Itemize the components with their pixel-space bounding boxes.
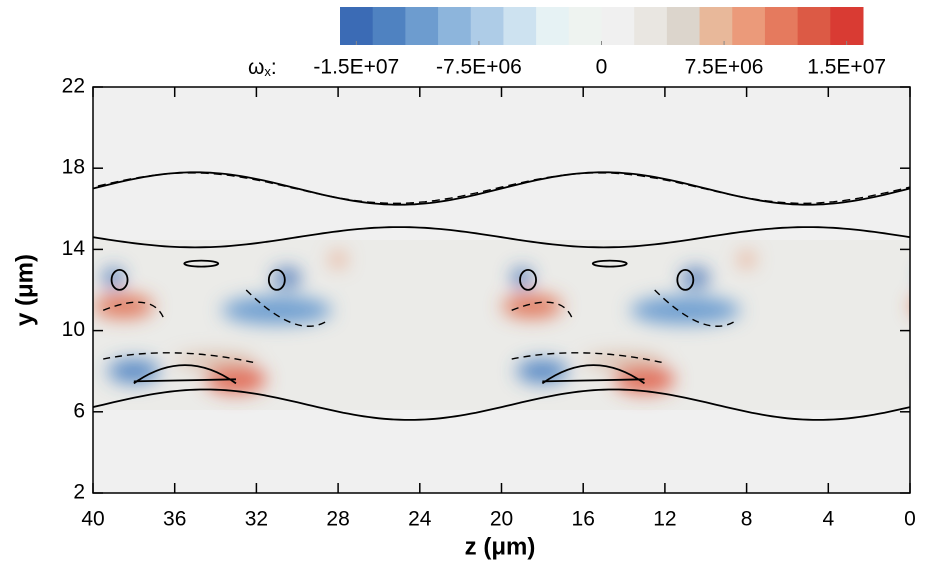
curve: [133, 378, 236, 383]
curve: [654, 289, 737, 327]
colorbar-swatch: [405, 7, 439, 45]
y-tick-label: 22: [62, 75, 85, 98]
colorbar-swatch: [666, 7, 701, 45]
field-blob: [107, 359, 160, 384]
field-blob: [273, 267, 302, 288]
curve: [103, 352, 257, 364]
colorbar-swatch: [634, 7, 668, 45]
field-blob: [330, 251, 347, 268]
x-tick-label: 32: [245, 508, 268, 531]
curve: [102, 301, 166, 321]
curve: [267, 268, 286, 291]
colorbar-tick-label: -7.5E+06: [436, 56, 522, 79]
curve: [93, 172, 910, 204]
colorbar-swatch: [568, 7, 602, 45]
curve: [511, 301, 574, 321]
field-blob: [516, 359, 569, 384]
field-blob: [925, 359, 930, 383]
field-blob: [630, 296, 741, 325]
curve: [541, 364, 645, 385]
field-blob: [738, 251, 755, 268]
field-blob: [221, 296, 332, 325]
x-tick-label: 28: [326, 508, 349, 531]
colorbar-colon: :: [271, 56, 277, 79]
field-blob: [920, 268, 930, 288]
x-tick-label: 40: [81, 508, 104, 531]
field-blob: [511, 267, 532, 288]
x-tick-label: 0: [904, 508, 916, 531]
colorbar-swatch: [470, 7, 504, 45]
y-tick-label: 10: [62, 318, 85, 341]
x-tick-label: 16: [572, 508, 595, 531]
colorbar-swatch: [340, 7, 374, 45]
colorbar-tick-label: -1.5E+07: [313, 56, 399, 79]
curve: [93, 171, 910, 206]
curve: [245, 289, 329, 327]
y-axis-label: y (μm): [11, 254, 38, 326]
field-blob: [681, 267, 710, 288]
colorbar-swatch: [830, 7, 864, 45]
colorbar-swatch: [699, 7, 733, 45]
y-tick-label: 6: [73, 399, 85, 422]
y-tick-label: 18: [62, 156, 85, 179]
x-tick-label: 12: [653, 508, 676, 531]
x-tick-label: 4: [822, 508, 834, 531]
colorbar-symbol: ω: [248, 56, 264, 79]
colorbar-tick-label: 7.5E+06: [685, 56, 764, 79]
colorbar-label: ωx:: [248, 56, 277, 80]
curve: [591, 259, 628, 268]
y-tick-label: 2: [73, 481, 85, 504]
colorbar-swatch: [372, 7, 406, 45]
colorbar-tick-label: 1.5E+07: [807, 56, 886, 79]
curve: [519, 268, 537, 291]
curve: [133, 364, 237, 385]
field-blob: [911, 294, 930, 318]
field-blob: [93, 294, 154, 319]
colorbar-swatch: [601, 7, 635, 45]
field-blob: [502, 294, 563, 319]
curve: [93, 226, 910, 249]
curve: [542, 378, 645, 383]
curve: [676, 268, 695, 291]
curve: [93, 388, 910, 421]
colorbar-swatch: [536, 7, 570, 45]
colorbar-tick-label: 0: [596, 56, 608, 79]
field-blob: [103, 267, 124, 288]
x-axis-label: z (μm): [465, 533, 536, 560]
x-tick-label: 36: [163, 508, 186, 531]
curve: [110, 268, 129, 291]
colorbar-swatch: [732, 7, 766, 45]
colorbar-swatch: [438, 7, 472, 45]
x-tick-label: 8: [741, 508, 753, 531]
y-tick-label: 14: [62, 237, 86, 260]
curve: [511, 352, 666, 364]
colorbar-swatch: [797, 7, 831, 45]
colorbar-subscript: x: [264, 64, 271, 79]
colorbar-swatch: [764, 7, 799, 45]
x-tick-label: 24: [408, 508, 432, 531]
colorbar-swatch: [503, 7, 537, 45]
vorticity-field: [93, 240, 930, 410]
contour-lines: [93, 171, 910, 421]
x-tick-label: 20: [490, 508, 513, 531]
curve: [183, 259, 220, 268]
